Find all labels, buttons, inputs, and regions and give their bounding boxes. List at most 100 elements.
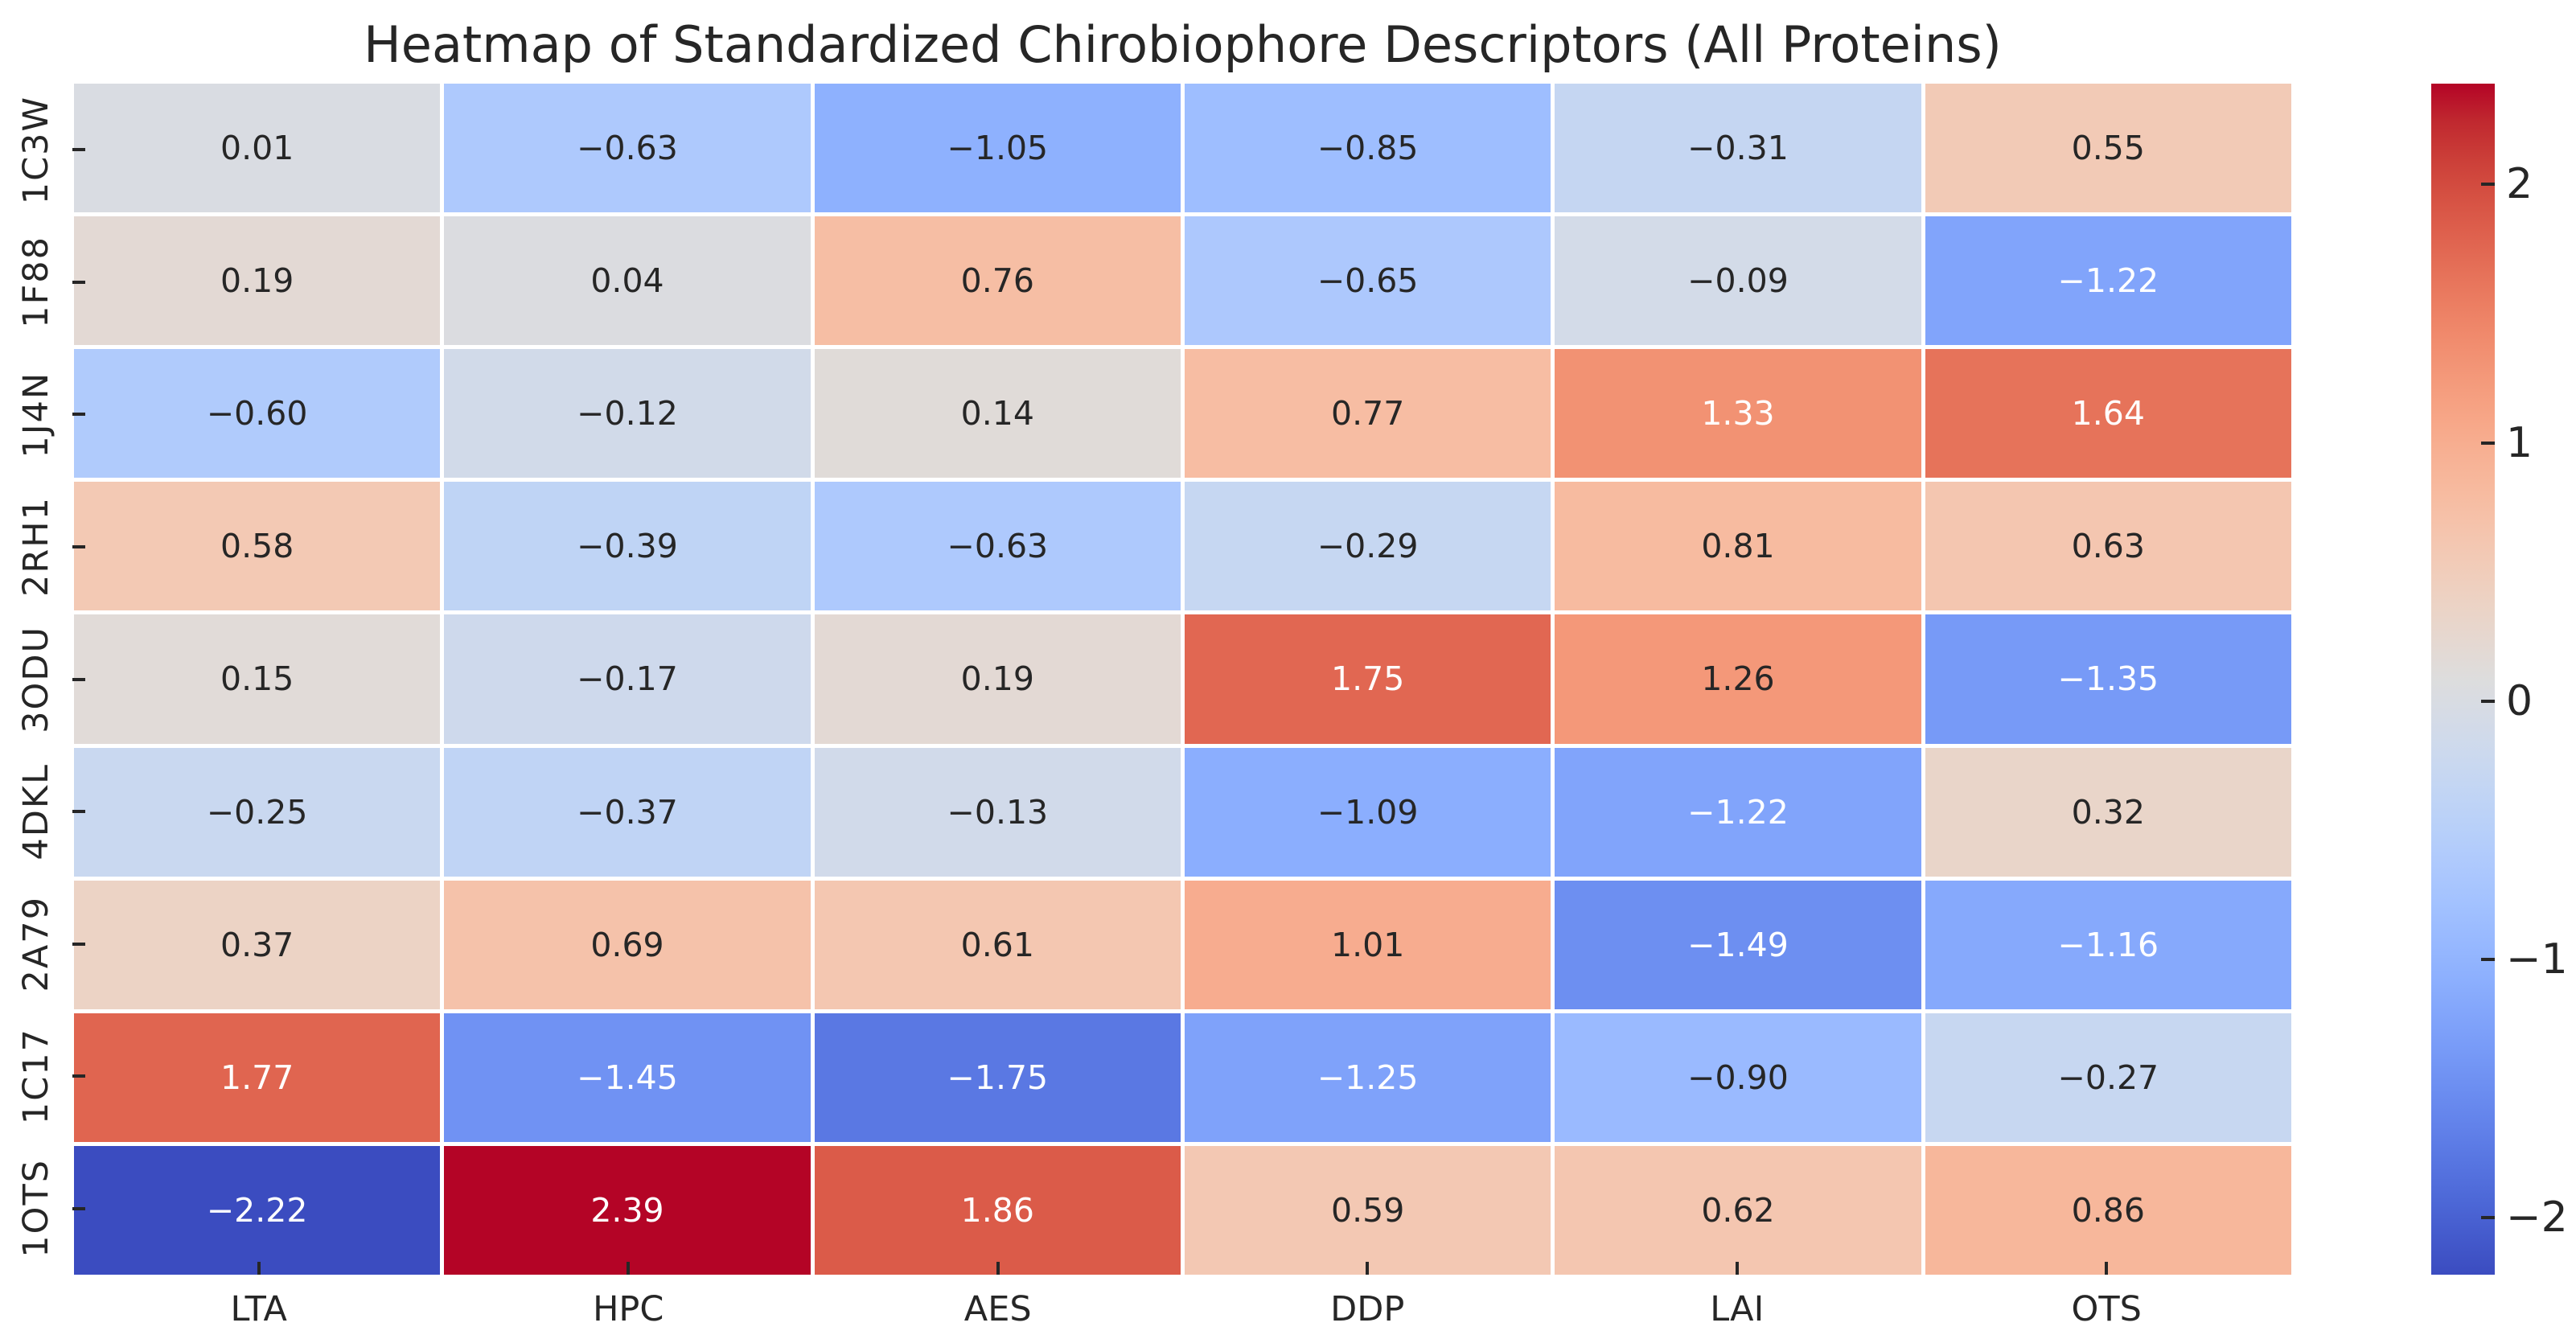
colorbar-tick-mark (2481, 441, 2495, 445)
heatmap-cell: −0.85 (1185, 84, 1551, 213)
heatmap-cell: 0.69 (444, 880, 811, 1009)
x-axis-tick-label: AES (963, 1289, 1032, 1329)
y-axis-tick-label: 2RH1 (0, 481, 64, 614)
y-tick-mark (72, 280, 85, 284)
heatmap-cell: −0.65 (1185, 216, 1551, 346)
y-tick-mark (72, 544, 85, 548)
heatmap-cell: 0.04 (444, 216, 811, 346)
heatmap-cell: 0.59 (1185, 1145, 1551, 1275)
y-axis-tick-label-text: 1J4N (16, 371, 56, 458)
heatmap-cell: 0.86 (1925, 1145, 2291, 1275)
x-tick-mark (1735, 1262, 1739, 1275)
heatmap-cell: 1.86 (814, 1145, 1181, 1275)
heatmap-grid: 0.01 −0.63 −1.05 −0.85 −0.31 0.55 0.19 0.04 0.76… (74, 84, 2291, 1275)
heatmap-cell: −1.22 (1555, 747, 1921, 877)
heatmap-cell: 0.76 (814, 216, 1181, 346)
heatmap-cell: 0.58 (74, 482, 441, 611)
heatmap-cell: 0.19 (814, 614, 1181, 744)
y-axis-tick-label-text: 1C17 (16, 1028, 56, 1125)
heatmap-cell: −0.39 (444, 482, 811, 611)
y-axis-tick-label: 4DKL (0, 746, 64, 878)
heatmap-cell: −0.12 (444, 349, 811, 479)
y-axis-tick-label-text: 2A79 (16, 895, 56, 992)
heatmap-cell: −0.60 (74, 349, 441, 479)
heatmap-cell: −1.49 (1555, 880, 1921, 1009)
heatmap-cell: 1.33 (1555, 349, 1921, 479)
heatmap-cell: −0.63 (444, 84, 811, 213)
heatmap-cell: −2.22 (74, 1145, 441, 1275)
y-axis-tick-label-text: 2RH1 (16, 496, 56, 598)
heatmap-cell: −0.27 (1925, 1013, 2291, 1142)
heatmap-cell: 1.26 (1555, 614, 1921, 744)
colorbar-tick-mark (2481, 958, 2495, 962)
heatmap-cell: 0.55 (1925, 84, 2291, 213)
x-axis-tick-label: HPC (593, 1289, 664, 1329)
heatmap-cell: 1.01 (1185, 880, 1551, 1009)
heatmap-cell: 0.01 (74, 84, 441, 213)
heatmap-cell: 0.15 (74, 614, 441, 744)
colorbar-tick-mark (2481, 699, 2495, 703)
heatmap-cell: −0.29 (1185, 482, 1551, 611)
heatmap-cell: −1.22 (1925, 216, 2291, 346)
y-tick-mark (72, 942, 85, 946)
y-axis-tick-label: 2A79 (0, 877, 64, 1010)
x-axis-tick-label: OTS (2071, 1289, 2142, 1329)
heatmap-cell: 0.32 (1925, 747, 2291, 877)
heatmap-cell: −0.09 (1555, 216, 1921, 346)
heatmap-cell: 0.14 (814, 349, 1181, 479)
heatmap-cell: 0.81 (1555, 482, 1921, 611)
heatmap-cell: −0.90 (1555, 1013, 1921, 1142)
heatmap-cell: −0.31 (1555, 84, 1921, 213)
x-axis-tick-label: DDP (1330, 1289, 1405, 1329)
heatmap-cell: −0.13 (814, 747, 1181, 877)
heatmap-cell: 0.37 (74, 880, 441, 1009)
heatmap-cell: 0.61 (814, 880, 1181, 1009)
heatmap-cell: −1.09 (1185, 747, 1551, 877)
y-axis-tick-label-text: 1OTS (16, 1159, 56, 1259)
colorbar-tick-label: 0 (2506, 676, 2533, 725)
y-axis-tick-label: 1F88 (0, 216, 64, 349)
heatmap-cell: 0.62 (1555, 1145, 1921, 1275)
colorbar (2431, 84, 2495, 1275)
x-axis-tick-label: LAI (1710, 1289, 1765, 1329)
y-tick-mark (72, 1206, 85, 1210)
heatmap-cell: −0.25 (74, 747, 441, 877)
y-tick-mark (72, 1074, 85, 1078)
colorbar-tick-label: 1 (2506, 418, 2533, 467)
y-axis-tick-label-text: 3ODU (16, 625, 56, 733)
heatmap-cell: −1.05 (814, 84, 1181, 213)
colorbar-tick-label: −1 (2506, 935, 2568, 984)
heatmap-cell: −0.63 (814, 482, 1181, 611)
y-axis-tick-label: 3ODU (0, 613, 64, 746)
y-axis-tick-label: 1C17 (0, 1010, 64, 1143)
heatmap-cell: −1.75 (814, 1013, 1181, 1142)
heatmap-cell: −1.25 (1185, 1013, 1551, 1142)
heatmap-cell: 1.64 (1925, 349, 2291, 479)
heatmap-cell: 0.77 (1185, 349, 1551, 479)
heatmap-cell: −1.35 (1925, 614, 2291, 744)
x-tick-mark (996, 1262, 1000, 1275)
heatmap-cell: −1.16 (1925, 880, 2291, 1009)
heatmap-cell: −0.17 (444, 614, 811, 744)
colorbar-tick-label: 2 (2506, 160, 2533, 209)
y-axis-tick-label: 1C3W (0, 84, 64, 216)
y-tick-mark (72, 413, 85, 417)
heatmap-cell: 1.75 (1185, 614, 1551, 744)
colorbar-tick-label: −2 (2506, 1193, 2568, 1243)
colorbar-tick-mark (2481, 183, 2495, 187)
x-tick-mark (257, 1262, 261, 1275)
x-axis-tick-label: LTA (230, 1289, 287, 1329)
heatmap-cell: 0.19 (74, 216, 441, 346)
heatmap-cell: −0.37 (444, 747, 811, 877)
y-tick-mark (72, 677, 85, 681)
heatmap-cell: 1.77 (74, 1013, 441, 1142)
y-axis-tick-label-text: 1F88 (16, 236, 56, 329)
y-axis-tick-label: 1OTS (0, 1142, 64, 1275)
heatmap-cell: 2.39 (444, 1145, 811, 1275)
x-tick-mark (1366, 1262, 1370, 1275)
y-tick-mark (72, 810, 85, 814)
heatmap-cell: 0.63 (1925, 482, 2291, 611)
x-tick-mark (2105, 1262, 2109, 1275)
y-axis-tick-label-text: 4DKL (16, 762, 56, 861)
